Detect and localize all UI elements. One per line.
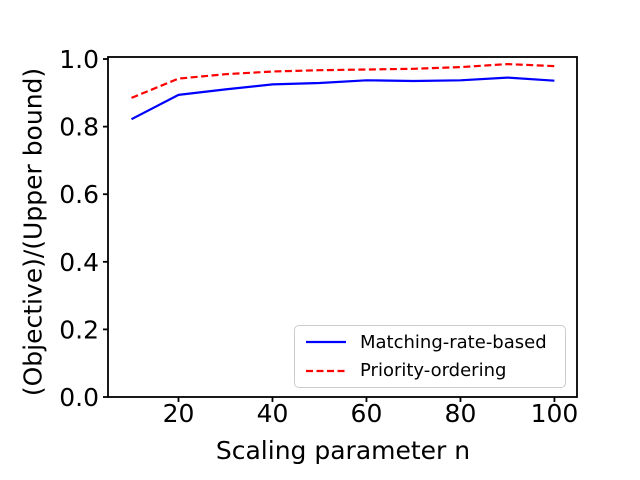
legend-dashed-line-icon xyxy=(306,369,346,372)
legend-entry-priority-ordering: Priority-ordering xyxy=(305,359,555,384)
legend-solid-line-icon xyxy=(306,341,346,344)
y-axis-tick-label: 0.0 xyxy=(59,383,99,412)
x-axis-tick-label: 40 xyxy=(257,399,289,428)
legend-label-priority-ordering: Priority-ordering xyxy=(360,360,507,382)
x-axis-tick-label: 100 xyxy=(531,399,579,428)
y-axis-tick-label: 1.0 xyxy=(59,45,99,74)
x-axis-tick-label: 60 xyxy=(351,399,383,428)
legend-entry-matching-rate-based: Matching-rate-based xyxy=(305,330,555,355)
legend-label-matching-rate-based: Matching-rate-based xyxy=(360,331,547,353)
y-axis-tick-label: 0.8 xyxy=(59,113,99,142)
series-line-matching-rate-based xyxy=(130,76,555,121)
y-axis-tick-label: 0.2 xyxy=(59,315,99,344)
x-axis-tick-label: 20 xyxy=(163,399,195,428)
legend: Matching-rate-based Priority-ordering xyxy=(294,325,566,388)
y-axis-label: (Objective)/(Upper bound) xyxy=(18,67,48,397)
x-axis-tick-label: 80 xyxy=(445,399,477,428)
y-axis-tick-label: 0.4 xyxy=(59,248,99,277)
x-axis-label: Scaling parameter n xyxy=(215,436,471,465)
series-line-priority-ordering xyxy=(131,62,555,99)
y-axis-tick-label: 0.6 xyxy=(59,180,99,209)
axes-frame xyxy=(107,56,578,398)
